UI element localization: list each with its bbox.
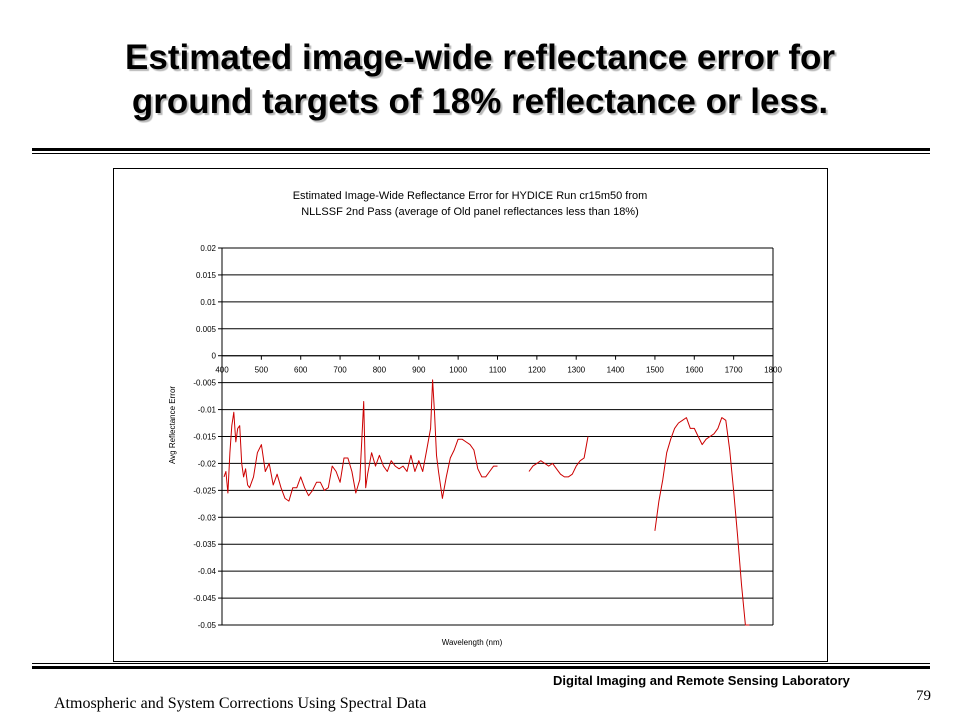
footer-lab-name: Digital Imaging and Remote Sensing Labor…	[553, 673, 850, 688]
reflectance-error-chart: Estimated Image-Wide Reflectance Error f…	[168, 190, 782, 647]
chart-title-line-2: NLLSSF 2nd Pass (average of Old panel re…	[301, 206, 639, 218]
x-tick-label: 1800	[764, 366, 782, 375]
series-line-segment-3	[654, 417, 750, 626]
series-line-segment-1	[223, 379, 498, 502]
slide-title: Estimated image-wide reflectance error f…	[40, 36, 920, 124]
axes: 0.02 0.015 0.01 0.005 0 -0.005 -0.01 -0.015 -0.0…	[193, 244, 782, 630]
y-tick-label: -0.025	[193, 486, 216, 495]
x-tick-label: 1500	[646, 366, 664, 375]
y-tick-label: 0	[212, 352, 217, 361]
y-tick-label: 0.015	[196, 271, 217, 280]
y-tick-label: -0.005	[193, 379, 216, 388]
y-tick-label: -0.03	[198, 513, 217, 522]
footer-rule-bottom	[32, 666, 930, 669]
x-tick-label: 800	[373, 366, 387, 375]
slide-title-line-2: ground targets of 18% reflectance or les…	[131, 82, 829, 121]
y-tick-label: -0.02	[198, 459, 217, 468]
x-tick-label: 1200	[528, 366, 546, 375]
y-tick-label: 0.005	[196, 325, 217, 334]
x-tick-label: 900	[412, 366, 426, 375]
y-tick-label: -0.05	[198, 621, 217, 630]
x-tick-label: 600	[294, 366, 308, 375]
title-rule-top	[32, 148, 930, 151]
series-reflectance-error	[223, 379, 750, 626]
x-tick-label: 1300	[567, 366, 585, 375]
y-tick-label: 0.01	[200, 298, 216, 307]
x-axis-label: Wavelength (nm)	[442, 638, 503, 647]
slide-title-line-1: Estimated image-wide reflectance error f…	[125, 38, 835, 77]
y-tick-label: 0.02	[200, 244, 216, 253]
chart-title-line-1: Estimated Image-Wide Reflectance Error f…	[293, 190, 648, 202]
y-tick-label: -0.01	[198, 406, 217, 415]
x-tick-label: 700	[333, 366, 347, 375]
x-tick-label: 1000	[449, 366, 467, 375]
x-tick-label: 1600	[685, 366, 703, 375]
x-tick-label: 1100	[489, 366, 507, 375]
footer-rule-top	[32, 663, 930, 664]
page-number: 79	[916, 688, 931, 704]
gridlines	[222, 247, 773, 626]
y-axis-label: Avg Reflectance Error	[168, 386, 177, 464]
y-tick-label: -0.035	[193, 540, 216, 549]
y-tick-label: -0.04	[198, 567, 217, 576]
x-tick-label: 1700	[725, 366, 743, 375]
y-tick-label: -0.045	[193, 594, 216, 603]
x-tick-label: 500	[255, 366, 269, 375]
x-tick-label: 400	[215, 366, 229, 375]
y-tick-label: -0.015	[193, 433, 216, 442]
series-line-segment-2	[528, 436, 589, 478]
chart-frame: Estimated Image-Wide Reflectance Error f…	[113, 168, 828, 662]
footer-course-title: Atmospheric and System Corrections Using…	[54, 695, 427, 712]
title-rule-bottom	[32, 153, 930, 154]
x-tick-label: 1400	[607, 366, 625, 375]
